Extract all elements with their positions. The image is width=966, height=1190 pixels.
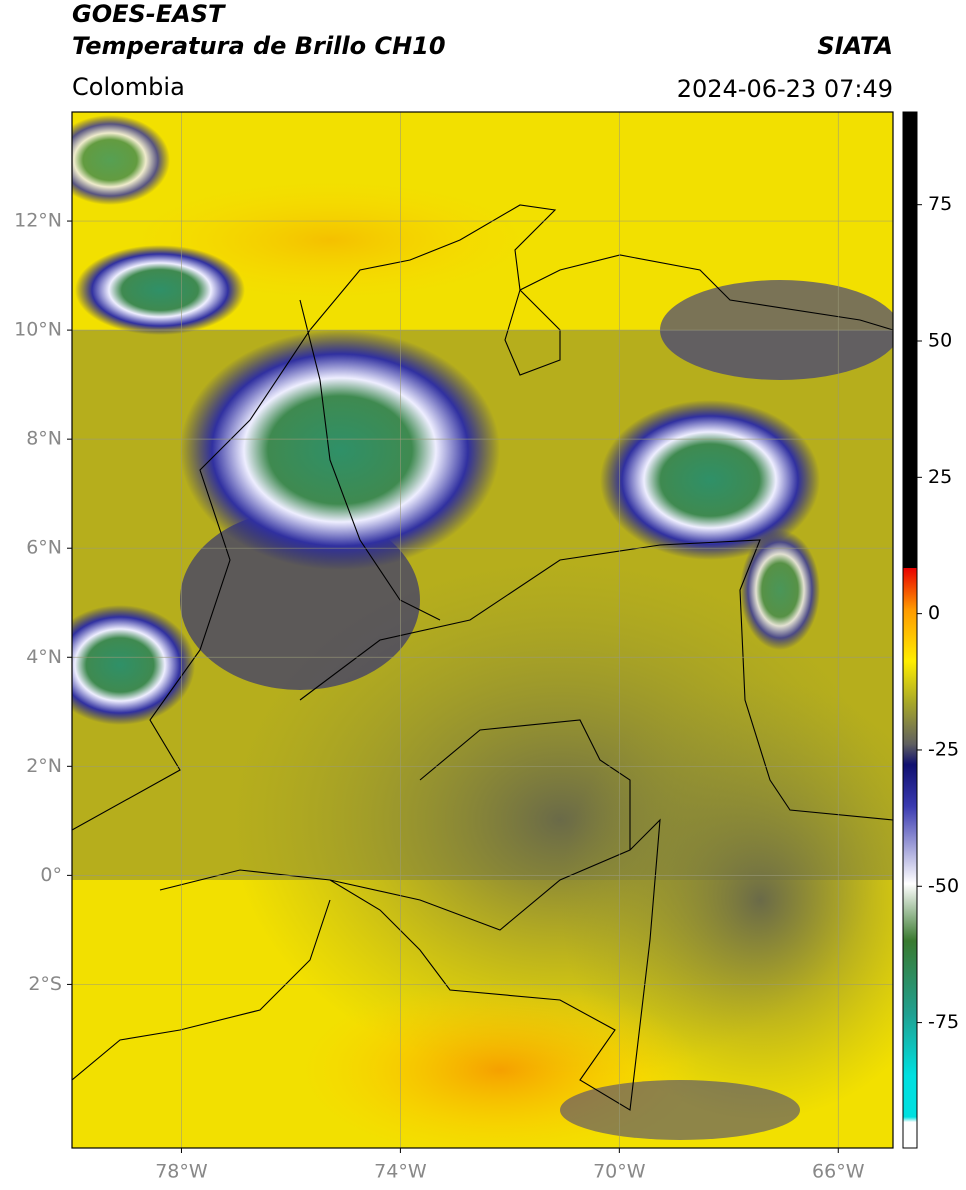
y-tick-label: 10°N — [14, 319, 62, 341]
colorbar-tick-label: 50 — [928, 330, 952, 352]
colorbar-tick-label: -50 — [928, 875, 959, 897]
x-tick-label: 70°W — [593, 1161, 646, 1183]
title: GOES-EAST — [72, 0, 226, 28]
y-tick-label: 8°N — [26, 428, 62, 450]
colorbar-tick-label: -75 — [928, 1011, 959, 1033]
y-tick-label: 2°S — [28, 973, 62, 995]
subtitle: Temperatura de Brillo CH10 — [72, 32, 446, 60]
graticule — [72, 112, 893, 1148]
map-frame — [71, 111, 894, 1149]
colorbar-tick-label: -25 — [928, 738, 959, 760]
colorbar — [902, 111, 918, 1149]
x-tick-label: 66°W — [812, 1161, 865, 1183]
source: SIATA — [817, 32, 893, 60]
colorbar-tick-label: 25 — [928, 466, 952, 488]
y-tick-label: 0° — [40, 864, 62, 886]
y-tick-label: 12°N — [14, 210, 62, 232]
imagery — [72, 112, 893, 1148]
y-tick-label: 6°N — [26, 537, 62, 559]
colorbar-tick-label: 0 — [928, 602, 940, 624]
colorbar-tick-label: 75 — [928, 193, 952, 215]
y-tick-label: 2°N — [26, 755, 62, 777]
datetime: 2024-06-23 07:49 — [677, 75, 893, 103]
x-tick-label: 74°W — [374, 1161, 427, 1183]
x-tick-label: 78°W — [155, 1161, 208, 1183]
region: Colombia — [72, 73, 185, 101]
y-tick-label: 4°N — [26, 646, 62, 668]
